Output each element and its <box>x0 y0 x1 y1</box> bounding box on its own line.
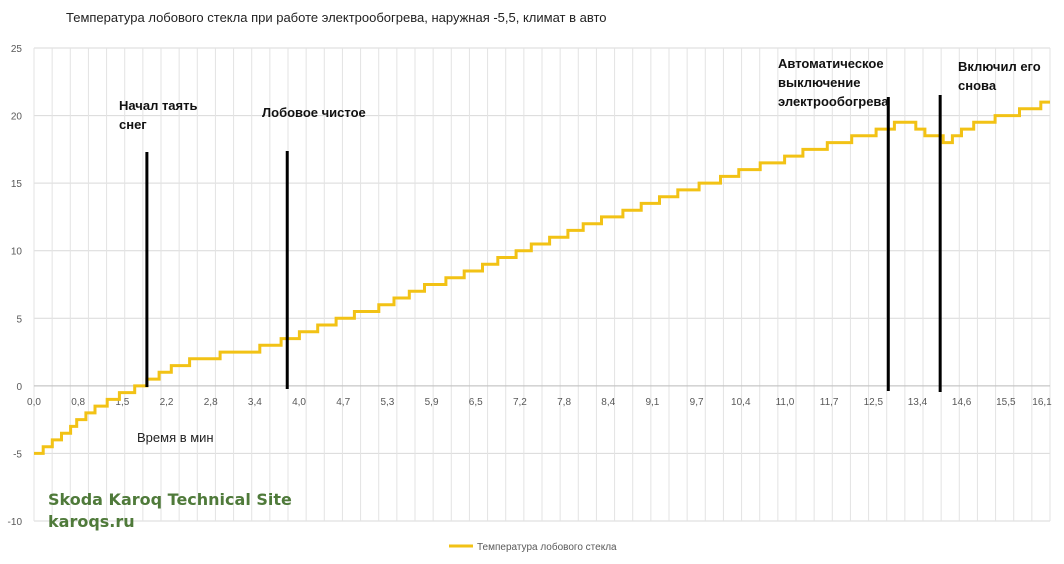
x-tick-label: 11,7 <box>820 397 839 408</box>
x-tick-label: 4,0 <box>292 397 306 408</box>
y-tick-label: 15 <box>11 179 23 190</box>
y-tick-label: -5 <box>13 449 22 460</box>
gridlines <box>33 47 1051 522</box>
x-tick-label: 3,4 <box>248 397 262 408</box>
x-tick-label: 8,4 <box>601 397 615 408</box>
annotation-label: Начал таять <box>119 98 197 113</box>
annotation-label: снег <box>119 117 147 132</box>
watermark-line-1: Skoda Karoq Technical Site <box>48 490 292 509</box>
x-tick-label: 2,2 <box>160 397 174 408</box>
legend: Температура лобового стекла <box>449 541 617 553</box>
x-tick-label: 5,9 <box>425 397 439 408</box>
annotation-label: снова <box>958 78 997 93</box>
watermark-line-2: karoqs.ru <box>48 512 135 531</box>
x-tick-label: 13,4 <box>908 397 928 408</box>
x-tick-label: 15,5 <box>996 397 1016 408</box>
annotation-label: Лобовое чистое <box>262 105 366 120</box>
legend-label: Температура лобового стекла <box>477 541 617 553</box>
y-tick-label: 20 <box>11 112 23 123</box>
y-tick-label: 5 <box>16 314 22 325</box>
x-tick-label: 11,0 <box>776 397 795 408</box>
annotation-label: электрообогрева <box>778 94 889 109</box>
x-tick-label: 0,0 <box>27 397 41 408</box>
x-tick-label: 2,8 <box>204 397 218 408</box>
y-tick-label: 10 <box>11 247 23 258</box>
x-tick-label: 16,1 <box>1032 397 1052 408</box>
x-tick-label: 7,2 <box>513 397 527 408</box>
series-line-0 <box>34 100 1050 455</box>
x-tick-label: 4,7 <box>336 397 350 408</box>
x-tick-label: 10,4 <box>731 397 751 408</box>
y-tick-label: -10 <box>8 517 23 528</box>
annotation-label: выключение <box>778 75 860 90</box>
y-tick-label: 25 <box>11 44 23 55</box>
annotation-label: Включил его <box>958 59 1041 74</box>
x-tick-label: 9,7 <box>690 397 704 408</box>
annotation-label: Автоматическое <box>778 56 884 71</box>
y-axis-ticks: 25 20 15 10 5 0 -5 -10 <box>8 44 23 528</box>
chart-title: Температура лобового стекла при работе э… <box>66 10 607 25</box>
x-axis-ticks: 0,0 0,8 1,5 2,2 2,8 3,4 4,0 4,7 5,3 5,9 6,5 7,2 7,8 8… <box>27 397 1052 408</box>
x-tick-label: 7,8 <box>557 397 571 408</box>
x-tick-label: 0,8 <box>71 397 85 408</box>
series <box>34 100 1050 455</box>
x-tick-label: 9,1 <box>645 397 659 408</box>
annotations: Начал таять снег Лобовое чистое Автоматичес… <box>119 56 1041 392</box>
x-tick-label: 6,5 <box>469 397 483 408</box>
x-tick-label: 5,3 <box>380 397 394 408</box>
x-tick-label: 12,5 <box>864 397 884 408</box>
x-tick-label: 14,6 <box>952 397 972 408</box>
x-tick-label: 1,5 <box>115 397 129 408</box>
y-tick-label: 0 <box>16 382 22 393</box>
x-axis-label: Время в мин <box>137 430 214 445</box>
